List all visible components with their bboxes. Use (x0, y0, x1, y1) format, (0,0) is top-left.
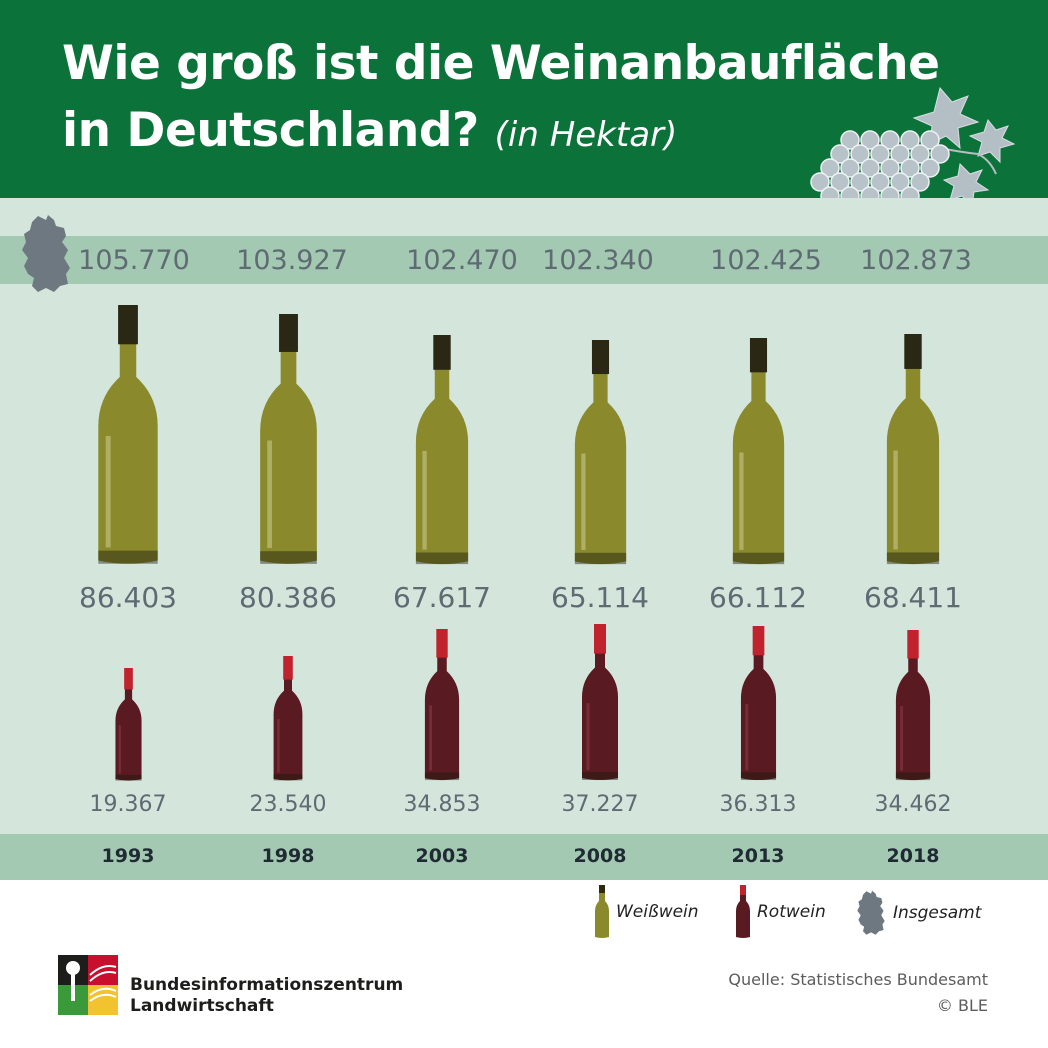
header-banner: Wie groß ist die Weinanbaufläche in Deut… (0, 0, 1048, 220)
org-line-1: Bundesinformationszentrum (130, 975, 404, 995)
grape-berry (880, 130, 900, 150)
red-value: 34.853 (403, 792, 481, 817)
grape-berry (860, 158, 880, 178)
legend-white: Weißwein (594, 885, 699, 939)
grape-berry (890, 172, 910, 192)
year-label: 1993 (101, 845, 155, 867)
white-value: 68.411 (864, 581, 962, 614)
grape-berry (830, 172, 850, 192)
red-wine-bottle (740, 626, 776, 781)
red-value: 37.227 (561, 792, 639, 817)
grape-berry (830, 144, 850, 164)
year-label: 2013 (731, 845, 785, 867)
white-wine-bottle (98, 305, 158, 564)
white-wine-bottle (574, 340, 626, 565)
grape-berry (810, 172, 830, 192)
grape-berry (910, 144, 930, 164)
source-line-1: Quelle: Statistisches Bundesamt (728, 970, 988, 989)
source-note: Quelle: Statistisches Bundesamt © BLE (728, 967, 988, 1019)
white-wine-bottle (259, 314, 317, 564)
grape-berry (840, 158, 860, 178)
germany-map-icon (22, 215, 70, 292)
page-title: Wie groß ist die Weinanbaufläche in Deut… (62, 30, 940, 169)
ble-logo (58, 955, 118, 1015)
grape-berry (920, 130, 940, 150)
grape-berry (870, 172, 890, 192)
total-value: 102.425 (710, 245, 822, 276)
grape-berry (880, 158, 900, 178)
title-line-1: Wie groß ist die Weinanbaufläche (62, 36, 940, 91)
title-line-2: in Deutschland? (62, 103, 479, 158)
grape-berry (850, 172, 870, 192)
grape-berry (900, 130, 920, 150)
white-wine-bottle-icon (595, 885, 609, 938)
white-value: 86.403 (79, 581, 177, 614)
total-value: 102.873 (860, 245, 972, 276)
year-label: 2003 (415, 845, 469, 867)
year-label: 2008 (573, 845, 627, 867)
grape-berry (870, 144, 890, 164)
title-unit: (in Hektar) (494, 115, 678, 155)
white-wine-bottle (886, 334, 940, 565)
legend-red-label: Rotwein (757, 902, 826, 922)
legend-red: Rotwein (735, 885, 826, 939)
legend-total-label: Insgesamt (893, 903, 982, 923)
grape-berry (840, 130, 860, 150)
red-wine-bottle (273, 656, 303, 781)
white-value: 66.112 (709, 581, 807, 614)
red-wine-bottle (114, 668, 142, 781)
grape-berry (910, 172, 930, 192)
chart-panel (0, 198, 1048, 880)
white-value: 67.617 (393, 581, 491, 614)
org-name: Bundesinformationszentrum Landwirtschaft (130, 975, 403, 1017)
red-value: 23.540 (249, 792, 327, 817)
red-wine-bottle (582, 624, 618, 781)
grape-berry (900, 158, 920, 178)
grape-berry (920, 158, 940, 178)
grape-berry (820, 158, 840, 178)
white-value: 80.386 (239, 581, 337, 614)
legend-white-label: Weißwein (616, 902, 699, 922)
total-value: 103.927 (236, 245, 348, 276)
grape-berry (860, 130, 880, 150)
total-value: 102.340 (542, 245, 654, 276)
total-band (0, 236, 1048, 284)
year-band (0, 834, 1048, 880)
source-line-2: © BLE (936, 996, 988, 1015)
white-wine-bottle (415, 335, 469, 565)
white-value: 65.114 (551, 581, 649, 614)
grape-berry (930, 144, 950, 164)
org-line-2: Landwirtschaft (130, 996, 274, 1016)
red-wine-bottle (895, 630, 931, 781)
grape-berry (850, 144, 870, 164)
red-value: 36.313 (719, 792, 797, 817)
total-value: 102.470 (406, 245, 518, 276)
germany-map-icon (857, 890, 885, 935)
year-label: 1998 (261, 845, 315, 867)
white-wine-bottle (732, 338, 784, 565)
total-value: 105.770 (78, 245, 190, 276)
year-label: 2018 (886, 845, 940, 867)
red-wine-bottle (424, 629, 460, 781)
grape-berry (890, 144, 910, 164)
legend-total: Insgesamt (855, 890, 981, 936)
red-value: 34.462 (874, 792, 952, 817)
red-value: 19.367 (89, 792, 167, 817)
red-wine-bottle-icon (736, 885, 750, 938)
